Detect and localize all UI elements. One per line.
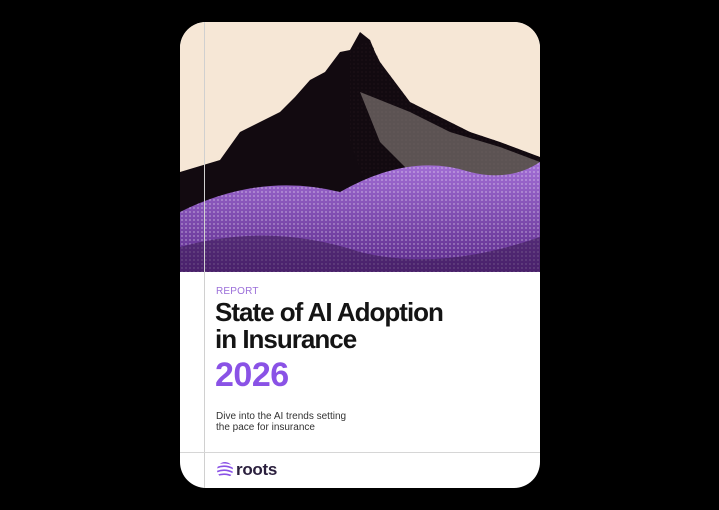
footer-divider	[180, 452, 540, 453]
striped-globe-icon	[217, 462, 233, 478]
description-line-1: Dive into the AI trends setting	[216, 411, 347, 422]
hero-mountain-image	[180, 22, 540, 272]
mountain-illustration	[180, 32, 540, 272]
brand-name: roots	[236, 460, 278, 479]
title-line-2: in Insurance	[215, 324, 357, 354]
report-year: 2026	[215, 356, 289, 394]
report-label: REPORT	[216, 286, 259, 297]
page-spine-line	[204, 22, 205, 488]
brand-logo: roots	[216, 460, 277, 480]
report-description: Dive into the AI trends setting the pace…	[216, 411, 346, 433]
report-cover-card: REPORT State of AI Adoption in Insurance…	[180, 22, 540, 488]
report-title: State of AI Adoption in Insurance	[215, 297, 444, 354]
description-line-2: the pace for insurance	[216, 422, 315, 433]
title-line-1: State of AI Adoption	[215, 297, 444, 327]
